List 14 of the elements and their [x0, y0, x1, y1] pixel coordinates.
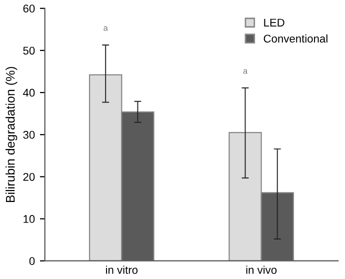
y-axis-title: Bilirubin degradation (%)	[6, 66, 18, 202]
y-tick-label: 30	[23, 130, 35, 139]
y-tick-label: 20	[23, 172, 35, 181]
annotation: a	[243, 69, 248, 74]
y-tick-label: 50	[23, 46, 35, 55]
legend-label: Conventional	[264, 34, 328, 43]
y-tick-label: 10	[24, 215, 35, 223]
x-tick-label: in vivo	[246, 266, 277, 274]
legend-label: LED	[264, 18, 284, 26]
annotation: a	[104, 26, 108, 31]
y-tick-label: 0	[29, 257, 35, 265]
y-tick-label: 60	[23, 4, 35, 13]
x-tick-label: in vitro	[106, 266, 138, 274]
y-tick-label: 40	[23, 88, 35, 97]
